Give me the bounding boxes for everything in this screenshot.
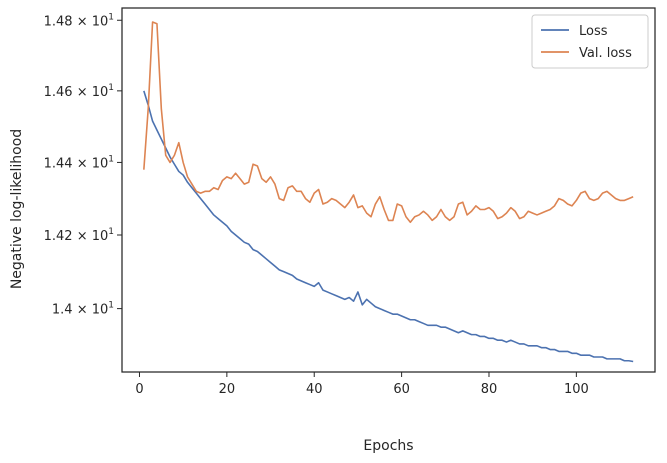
legend-label: Loss [579,24,608,39]
series-line-loss [143,90,634,363]
y-tick-mantissa: 1.48 [44,14,73,29]
y-tick-exponent: 1 [108,83,114,93]
x-tick-label: 100 [564,382,589,397]
x-axis-ticks: 0 20 40 60 80 100 [135,372,589,397]
y-tick-label: 1.46 × 101 [44,83,114,100]
plot-area [143,21,634,363]
x-tick-label: 20 [219,382,236,397]
legend: Loss Val. loss [531,14,649,69]
y-axis-label: Negative log-likelihood [9,129,25,289]
y-tick-multiplier: × 10 [73,303,109,318]
y-tick-mantissa: 1.44 [44,156,73,171]
x-axis-label: Epochs [363,438,413,454]
y-tick-exponent: 1 [108,301,114,311]
y-tick-label: 1.4 × 101 [52,301,114,318]
series-line-val-loss [143,21,634,224]
x-tick-label: 40 [306,382,323,397]
y-tick-label: 1.48 × 101 [44,12,114,29]
x-tick-label: 80 [481,382,498,397]
y-tick-mantissa: 1.4 [52,303,73,318]
y-tick-exponent: 1 [108,227,114,237]
legend-label: Val. loss [579,46,632,61]
legend-box [531,14,649,69]
y-tick-multiplier: × 10 [73,14,109,29]
y-tick-label: 1.42 × 101 [44,227,114,244]
y-tick-exponent: 1 [108,154,114,164]
y-tick-mantissa: 1.42 [44,229,73,244]
y-tick-label: 1.44 × 101 [44,154,114,171]
x-tick-label: 0 [135,382,143,397]
y-tick-multiplier: × 10 [73,229,109,244]
y-tick-multiplier: × 10 [73,156,109,171]
plot-frame [121,7,656,373]
y-tick-mantissa: 1.46 [44,85,73,100]
y-tick-exponent: 1 [108,12,114,22]
y-tick-multiplier: × 10 [73,85,109,100]
x-tick-label: 60 [393,382,410,397]
